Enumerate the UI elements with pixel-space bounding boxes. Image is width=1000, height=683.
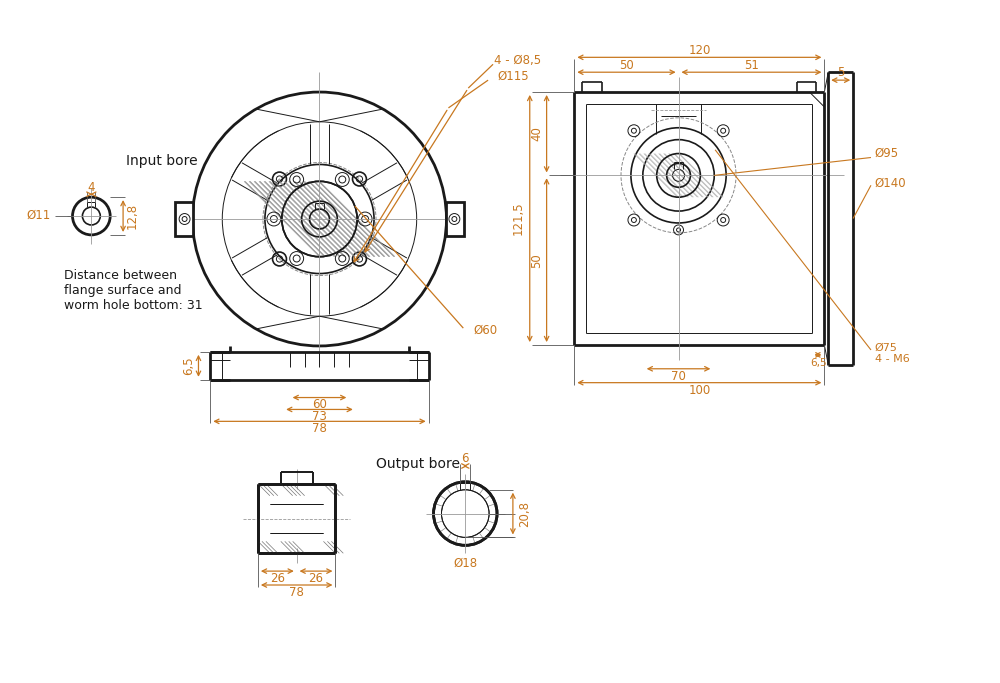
Text: 120: 120 xyxy=(688,44,711,57)
Text: Ø18: Ø18 xyxy=(453,557,477,570)
Text: Ø11: Ø11 xyxy=(26,208,51,221)
Text: 4: 4 xyxy=(88,181,95,194)
Text: 50: 50 xyxy=(619,59,634,72)
Text: 73: 73 xyxy=(312,410,327,423)
Text: Ø115: Ø115 xyxy=(497,70,529,83)
Text: 26: 26 xyxy=(270,572,285,585)
Text: 40: 40 xyxy=(530,126,543,141)
Text: Ø75: Ø75 xyxy=(875,343,898,353)
Text: 4 - Ø8,5: 4 - Ø8,5 xyxy=(494,54,541,67)
Text: 20,8: 20,8 xyxy=(518,501,531,527)
Text: 121,5: 121,5 xyxy=(511,201,524,236)
Text: 50: 50 xyxy=(530,253,543,268)
Text: 5: 5 xyxy=(837,66,844,79)
Text: Input bore: Input bore xyxy=(126,154,198,169)
Text: Distance between
flange surface and
worm hole bottom: 31: Distance between flange surface and worm… xyxy=(64,269,202,312)
Text: 4 - M6: 4 - M6 xyxy=(875,354,910,364)
Text: 6,5: 6,5 xyxy=(810,358,827,368)
Text: 6,5: 6,5 xyxy=(182,357,195,375)
Bar xyxy=(446,201,464,236)
Text: Output bore: Output bore xyxy=(376,457,460,471)
Text: 78: 78 xyxy=(289,587,304,600)
Text: 12,8: 12,8 xyxy=(126,203,139,229)
Text: Ø95: Ø95 xyxy=(875,147,899,160)
Text: Ø140: Ø140 xyxy=(875,177,907,190)
Text: Ø60: Ø60 xyxy=(473,324,497,337)
Text: 51: 51 xyxy=(744,59,759,72)
Text: 100: 100 xyxy=(688,384,710,397)
Text: 6: 6 xyxy=(462,451,469,464)
Text: 60: 60 xyxy=(312,398,327,411)
Text: 70: 70 xyxy=(671,370,686,383)
Bar xyxy=(175,201,193,236)
Text: 78: 78 xyxy=(312,422,327,435)
Text: 26: 26 xyxy=(309,572,324,585)
